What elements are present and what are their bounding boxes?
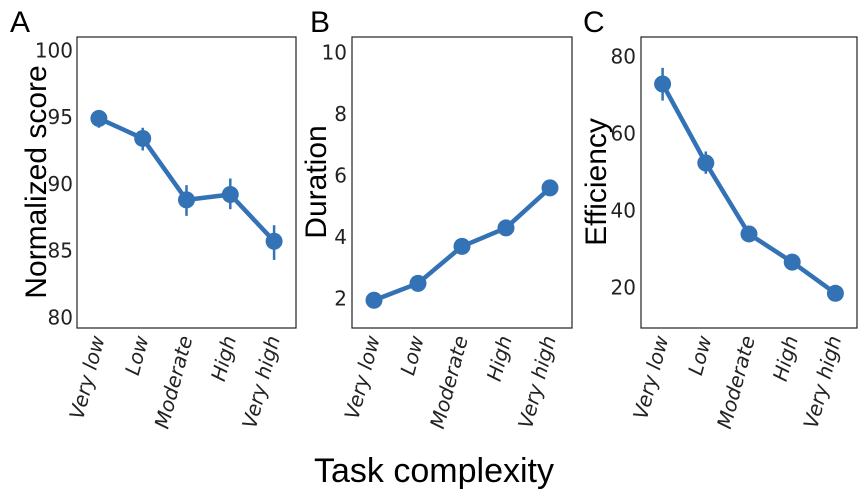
panel-c: C Efficiency 20 40 60 80 Very low LowModerate… xyxy=(580,6,858,431)
x-axis-label: Task complexity xyxy=(314,452,554,489)
x-tick-label: Very high xyxy=(799,333,847,431)
panel-letter-a: A xyxy=(10,6,30,39)
y-tick-label: 8 xyxy=(334,102,347,126)
y-axis-label-c: Efficiency xyxy=(580,118,613,246)
data-point xyxy=(697,154,715,172)
data-point xyxy=(541,179,559,197)
y-tick-label: 80 xyxy=(48,305,73,329)
x-tick-label: Very low xyxy=(340,332,385,421)
y-tick-label: 20 xyxy=(611,276,636,300)
data-point xyxy=(740,225,758,243)
x-tick-label: Low xyxy=(395,332,429,377)
panel-a: A Normalized score 80 85 90 95 100 Very low Lo… xyxy=(10,6,297,431)
series-line xyxy=(97,116,276,243)
y-tick-label: 80 xyxy=(611,44,636,68)
axes-frame xyxy=(640,36,858,329)
data-point xyxy=(178,191,195,209)
x-tick-label: Very high xyxy=(513,333,561,431)
y-tick-label: 4 xyxy=(334,225,347,249)
panel-letter-b: B xyxy=(310,6,330,39)
y-tick-label: 100 xyxy=(35,38,73,62)
data-point xyxy=(221,186,239,204)
x-tick-label: Moderate xyxy=(712,333,760,431)
y-axis-label-b: Duration xyxy=(300,125,333,238)
axes-frame xyxy=(351,36,573,329)
data-point xyxy=(654,75,672,93)
data-point xyxy=(409,274,427,292)
axes-frame xyxy=(76,36,297,329)
y-tick-label: 60 xyxy=(611,121,636,145)
x-tick-label: High xyxy=(768,333,803,384)
x-tick-label: Very high xyxy=(237,333,285,431)
x-tick-label: Very low xyxy=(64,332,109,421)
x-tick-label: Low xyxy=(683,332,717,377)
data-point xyxy=(90,109,108,127)
y-tick-label: 90 xyxy=(48,172,73,196)
data-point xyxy=(783,253,801,271)
data-point xyxy=(134,129,152,147)
x-tick-label: Very low xyxy=(628,332,673,421)
data-point xyxy=(365,291,383,309)
y-tick-label: 2 xyxy=(334,287,347,311)
x-tick-label: High xyxy=(206,333,241,384)
data-point xyxy=(453,237,471,255)
y-axis-label-a: Normalized score xyxy=(20,65,53,298)
series-line xyxy=(660,82,837,296)
x-tick-label: Moderate xyxy=(150,333,198,431)
y-tick-label: 6 xyxy=(334,164,347,188)
x-tick-label: Low xyxy=(120,332,154,377)
data-point xyxy=(497,219,515,237)
x-tick-label: High xyxy=(482,333,517,384)
x-tick-label: Moderate xyxy=(425,333,473,431)
panel-letter-c: C xyxy=(583,6,605,39)
y-tick-label: 95 xyxy=(48,105,73,129)
data-point xyxy=(265,232,283,250)
y-tick-label: 40 xyxy=(611,198,636,222)
y-tick-label: 85 xyxy=(48,239,73,263)
y-tick-label: 10 xyxy=(322,40,347,64)
data-point xyxy=(826,284,844,302)
